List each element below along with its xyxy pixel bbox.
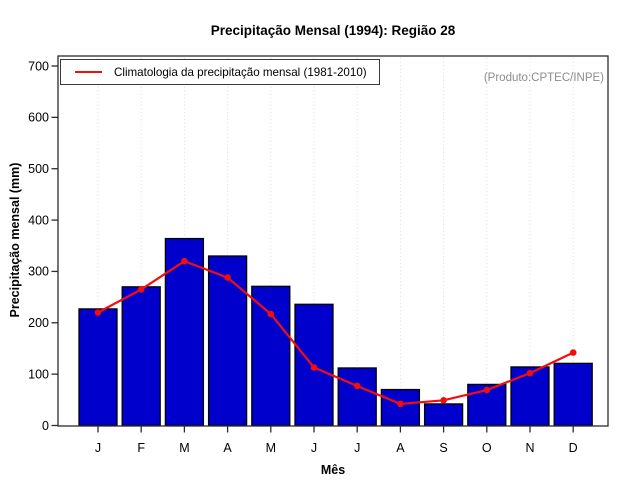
x-tick-label: D <box>569 441 578 455</box>
climatology-point <box>267 310 275 318</box>
x-tick-label: A <box>223 441 232 455</box>
climatology-point <box>181 257 188 265</box>
y-tick-label: 500 <box>28 162 49 176</box>
climatology-line <box>96 260 575 406</box>
y-tick-label: 300 <box>28 265 49 279</box>
x-axis-title: Mês <box>320 463 346 477</box>
y-tick-label: 600 <box>28 111 49 125</box>
chart-title: Precipitação Mensal (1994): Região 28 <box>210 23 456 38</box>
climatology-point <box>440 397 447 404</box>
climatology-point <box>353 382 361 390</box>
y-tick-label: 0 <box>42 419 49 433</box>
bar-A-4 <box>207 255 248 427</box>
legend-box: Climatologia da precipitação mensal (198… <box>60 59 380 85</box>
climatology-point <box>94 309 102 316</box>
x-tick-label: J <box>95 441 101 455</box>
x-tick-label: S <box>439 441 447 455</box>
bar-M-5 <box>251 285 291 427</box>
legend-label: Climatologia da precipitação mensal (198… <box>114 65 367 79</box>
climatology-point <box>526 369 534 377</box>
bar-J-7 <box>337 367 377 427</box>
y-tick-label: 400 <box>28 213 49 227</box>
climatology-point <box>137 286 145 293</box>
climatology-point <box>397 400 404 408</box>
x-tick-label: J <box>354 441 360 455</box>
x-tick-label: M <box>179 441 189 455</box>
y-tick-label: 100 <box>28 367 49 381</box>
x-tick-label: A <box>396 441 405 455</box>
x-tick-label: F <box>137 441 145 455</box>
x-tick-label: M <box>266 441 276 455</box>
bar-S-9 <box>423 403 464 427</box>
bar-N-11 <box>510 366 550 427</box>
plot-border <box>57 55 609 427</box>
product-annotation: (Produto:CPTEC/INPE) <box>483 72 604 84</box>
y-tick-label: 700 <box>28 59 49 73</box>
x-tick-label: O <box>482 441 492 455</box>
bar-F-2 <box>121 286 161 427</box>
x-tick-label: N <box>525 441 534 455</box>
bar-J-1 <box>78 308 118 427</box>
climatology-point <box>569 349 577 356</box>
climatology-point <box>310 364 318 371</box>
y-axis-title: Precipitação mensal (mm) <box>8 162 22 318</box>
bar-A-8 <box>380 388 421 427</box>
y-tick-label: 200 <box>28 316 49 330</box>
x-tick-label: J <box>311 441 317 455</box>
climatology-point <box>483 386 491 394</box>
legend-line-swatch <box>75 71 102 73</box>
bar-D-12 <box>553 362 593 427</box>
climatology-point <box>224 274 231 281</box>
